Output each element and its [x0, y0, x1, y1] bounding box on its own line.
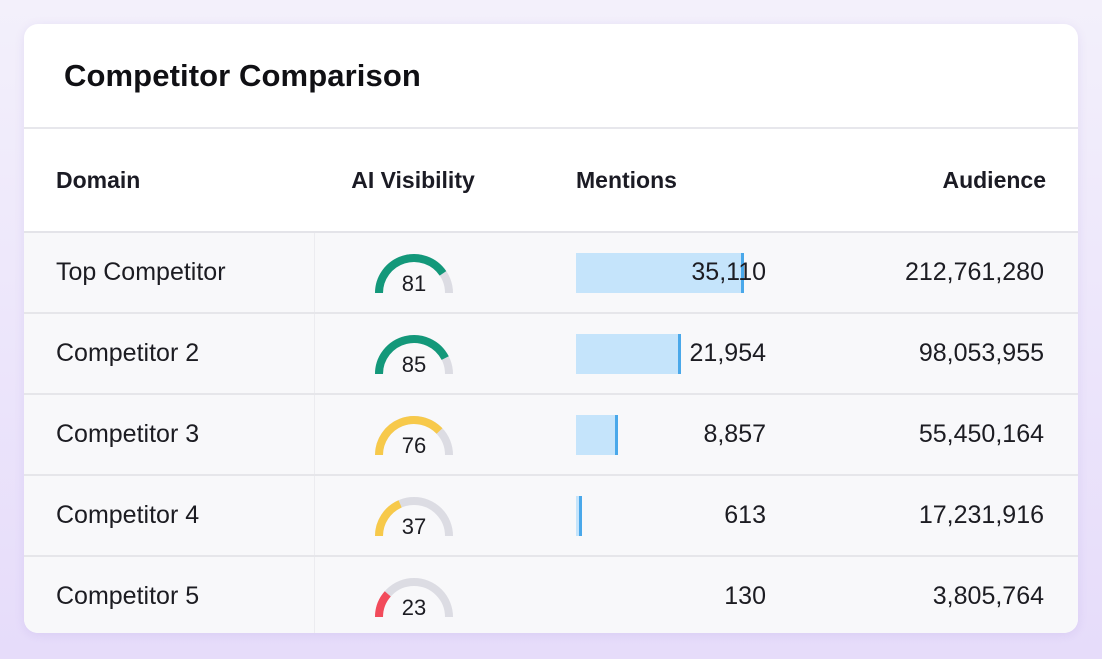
table-row: Competitor 5 23 130 3,805,764 [24, 557, 1078, 633]
table-row: Competitor 4 37 613 17,231,916 [24, 476, 1078, 557]
gauge-svg [375, 578, 453, 618]
audience-value: 3,805,764 [932, 582, 1044, 610]
ai-visibility-cell: 37 [314, 476, 513, 555]
ai-visibility-gauge: 81 [372, 253, 456, 297]
gauge-fill [375, 416, 443, 456]
gauge-svg [375, 497, 453, 537]
ai-visibility-value: 85 [401, 352, 427, 377]
ai-visibility-gauge: 37 [372, 496, 456, 540]
ai-visibility-cell: 23 [314, 557, 513, 633]
mentions-cell: 21,954 [576, 314, 766, 393]
ai-visibility-cell: 81 [314, 233, 513, 312]
mentions-cell: 8,857 [576, 395, 766, 474]
title-divider [24, 127, 1078, 129]
mentions-value: 613 [724, 501, 766, 529]
column-header-audience[interactable]: Audience [942, 167, 1046, 193]
column-header-mentions[interactable]: Mentions [576, 167, 677, 193]
card-title: Competitor Comparison [64, 58, 421, 93]
gauge-fill [375, 500, 402, 537]
ai-visibility-value: 37 [401, 514, 427, 539]
mentions-value: 35,110 [691, 258, 766, 286]
domain-cell[interactable]: Competitor 4 [56, 501, 200, 529]
ai-visibility-value: 76 [401, 433, 427, 458]
gauge-svg [375, 335, 453, 375]
domain-cell[interactable]: Competitor 3 [56, 420, 200, 448]
ai-visibility-cell: 85 [314, 314, 513, 393]
mentions-value: 130 [724, 582, 766, 610]
domain-cell[interactable]: Competitor 5 [56, 582, 200, 610]
audience-value: 17,231,916 [918, 501, 1044, 529]
mentions-value: 21,954 [689, 339, 766, 367]
domain-cell[interactable]: Competitor 2 [56, 339, 200, 367]
column-header-ai-visibility[interactable]: AI Visibility [351, 167, 475, 193]
mentions-cell: 130 [576, 557, 766, 633]
audience-value: 212,761,280 [904, 258, 1044, 286]
mentions-bar [576, 253, 744, 293]
table-row: Competitor 2 85 21,954 98,053,955 [24, 314, 1078, 395]
ai-visibility-value: 23 [401, 595, 427, 620]
gauge-fill [375, 335, 449, 375]
table-row: Top Competitor 81 35,110 212,761,280 [24, 233, 1078, 314]
table-body: Top Competitor 81 35,110 212,761,280 Com… [24, 233, 1078, 633]
mentions-value: 8,857 [703, 420, 766, 448]
column-header-domain[interactable]: Domain [56, 167, 141, 193]
table-header: Domain AI Visibility Mentions Audience [24, 129, 1078, 233]
mentions-bar [576, 415, 619, 455]
audience-value: 55,450,164 [918, 420, 1044, 448]
mentions-cell: 613 [576, 476, 766, 555]
mentions-cell: 35,110 [576, 233, 766, 312]
mentions-bar [576, 496, 582, 536]
table-row: Competitor 3 76 8,857 55,450,164 [24, 395, 1078, 476]
ai-visibility-cell: 76 [314, 395, 513, 474]
mentions-bar [576, 334, 681, 374]
gauge-fill [375, 591, 391, 618]
audience-value: 98,053,955 [918, 339, 1044, 367]
gauge-svg [375, 254, 453, 294]
ai-visibility-value: 81 [401, 271, 427, 296]
competitor-comparison-card: Competitor Comparison Domain AI Visibili… [24, 24, 1078, 633]
ai-visibility-gauge: 23 [372, 577, 456, 621]
domain-cell[interactable]: Top Competitor [56, 258, 226, 286]
gauge-fill [375, 254, 447, 294]
ai-visibility-gauge: 85 [372, 334, 456, 378]
ai-visibility-gauge: 76 [372, 415, 456, 459]
gauge-svg [375, 416, 453, 456]
